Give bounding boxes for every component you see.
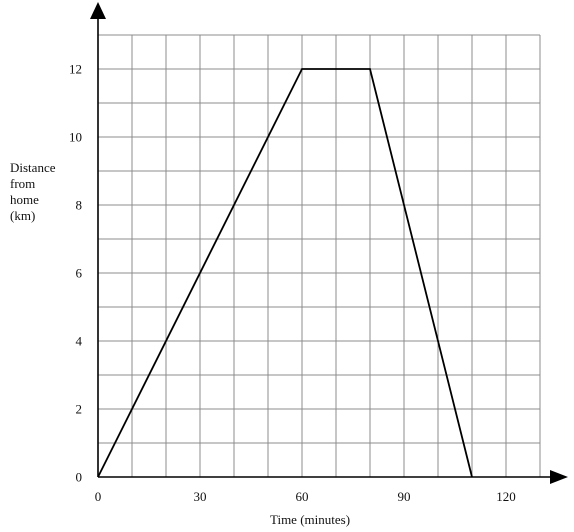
x-tick-label: 90: [398, 489, 411, 504]
y-tick-label: 6: [76, 266, 83, 281]
distance-series-line: [97, 68, 473, 478]
series-layer: [97, 68, 473, 478]
y-tick-label: 8: [76, 198, 83, 213]
x-tick-label: 30: [194, 489, 207, 504]
y-axis-title-line: Distance: [10, 160, 56, 175]
x-tick-label: 0: [95, 489, 102, 504]
y-axis-arrow-icon: [90, 2, 106, 19]
y-tick-label: 0: [76, 470, 83, 485]
y-tick-label: 12: [69, 62, 82, 77]
x-axis-arrow-icon: [550, 470, 568, 484]
y-tick-label: 4: [76, 334, 83, 349]
y-axis-title-line: (km): [10, 208, 35, 223]
y-axis-title-line: from: [10, 176, 35, 191]
x-axis-title: Time (minutes): [270, 512, 350, 527]
x-tick-label: 60: [296, 489, 309, 504]
y-tick-label: 10: [69, 130, 82, 145]
y-tick-label: 2: [76, 402, 83, 417]
grid: [98, 34, 541, 477]
y-axis-title: Distance from home (km): [10, 160, 56, 223]
x-tick-label: 120: [496, 489, 516, 504]
axes: [90, 2, 568, 484]
tick-labels: 0 30 60 90 120 0 2 4 6 8 10 12: [69, 62, 516, 505]
y-axis-title-line: home: [10, 192, 39, 207]
